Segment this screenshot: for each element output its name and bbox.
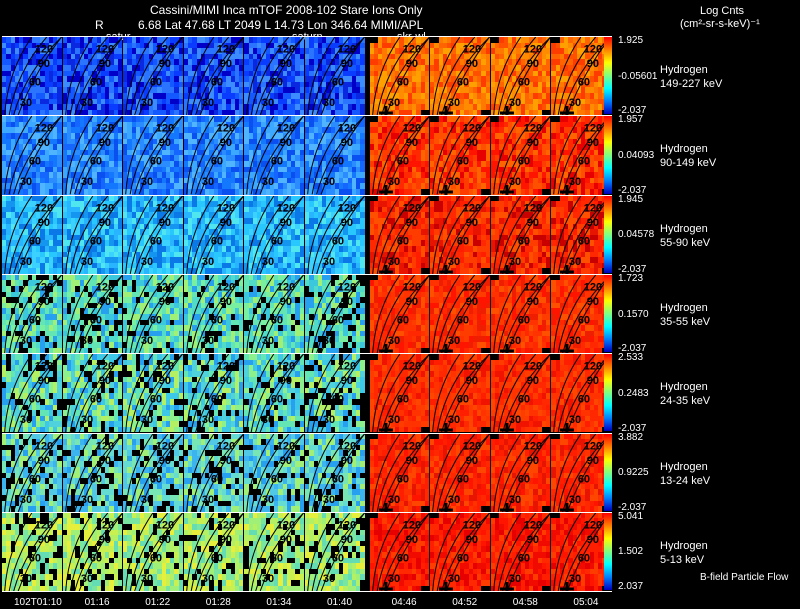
contour-label: 30: [80, 97, 92, 109]
contour-label: 90: [405, 58, 417, 70]
image-panel: 120 90 60 30: [491, 37, 551, 115]
contour-label: 120: [35, 44, 53, 56]
contour-label: 60: [150, 77, 162, 89]
image-panel: 120 90 60 30: [123, 37, 183, 115]
contour-label: 120: [338, 44, 356, 56]
contour-label: 90: [98, 58, 110, 70]
contour-label: 90: [220, 58, 232, 70]
image-panel: 120 90 60 30: [244, 37, 304, 115]
image-panel: 120 90 60 30: [430, 37, 490, 115]
contour-label: 60: [89, 77, 101, 89]
plot-title: Cassini/MIMI Inca mTOF 2008-102 Stare Io…: [150, 4, 423, 16]
contour-label: 60: [29, 77, 41, 89]
contour-overlay: 120 90 60 30: [63, 37, 123, 115]
contour-label: 120: [402, 44, 420, 56]
contour-overlay: 120 90 60 30: [184, 37, 244, 115]
contour-label: 30: [141, 97, 153, 109]
contour-overlay: 120 90 60 30: [2, 37, 62, 115]
contour-label: 60: [211, 77, 223, 89]
contour-label: 30: [20, 97, 32, 109]
contour-label: 120: [463, 44, 481, 56]
contour-label: 90: [159, 58, 171, 70]
contour-label: 120: [277, 44, 295, 56]
orbit-info: 6.68 Lat 47.68 LT 2049 L 14.73 Lon 346.6…: [138, 19, 423, 31]
contour-label: 60: [332, 77, 344, 89]
contour-label: 90: [280, 58, 292, 70]
image-panel: 120 90 60 30: [2, 37, 62, 115]
contour-label: 120: [95, 44, 113, 56]
contour-overlay: 120 90 60 30: [123, 37, 183, 115]
units-expression: (cm²-sr-s-keV)⁻¹: [680, 19, 760, 30]
contour-overlay: 120 90 60 30: [430, 37, 490, 115]
contour-label: 90: [341, 58, 353, 70]
orbit-r-label: R: [95, 19, 104, 31]
contour-label: 30: [323, 97, 335, 109]
image-panel: 120 90 60 30: [63, 37, 123, 115]
contour-label: 30: [262, 97, 274, 109]
contour-label: 60: [271, 77, 283, 89]
contour-overlay: 120 90 60 30: [370, 37, 430, 115]
contour-label: 120: [217, 44, 235, 56]
image-panel: 120 90 60 30: [370, 37, 430, 115]
contour-label: 90: [466, 58, 478, 70]
contour-label: 60: [457, 77, 469, 89]
contour-overlay: 120 90 60 30: [305, 37, 365, 115]
contour-label: 60: [396, 77, 408, 89]
contour-label: 120: [156, 44, 174, 56]
image-panel: 120 90 60 30: [184, 37, 244, 115]
units-title: Log Cnts: [700, 6, 744, 17]
contour-label: 30: [387, 97, 399, 109]
contour-label: 30: [448, 97, 460, 109]
contour-overlay: 120 90 60 30: [244, 37, 304, 115]
contour-label: 90: [38, 58, 50, 70]
contour-label: 30: [202, 97, 214, 109]
image-panel: 120 90 60 30: [305, 37, 365, 115]
